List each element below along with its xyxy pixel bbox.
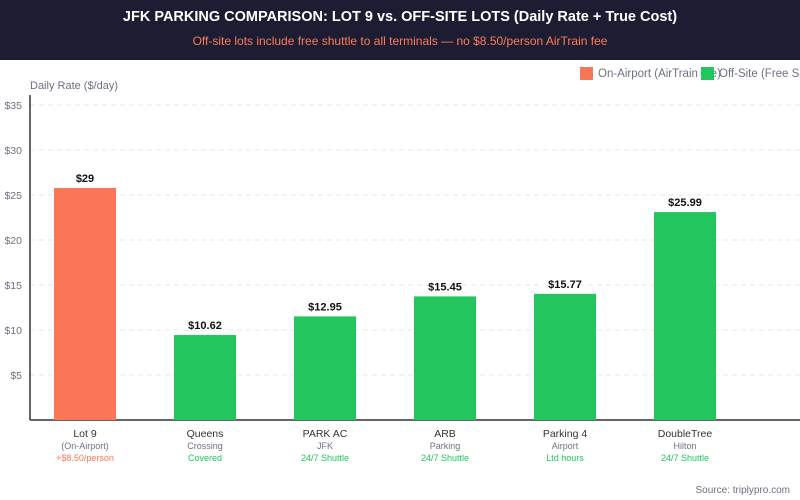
x-tick-label: Lot 9 [73,428,97,440]
x-tick-label: DoubleTree [658,428,713,440]
x-tick-sublabel: Hilton [673,441,696,451]
x-tick-label: ARB [434,428,456,440]
bar [294,316,356,420]
x-tick-label: Parking 4 [543,428,588,440]
x-tick-note: 24/7 Shuttle [301,453,349,463]
legend-item-on-airport: On-Airport (AirTrain fee) [580,67,721,80]
y-tick-label: $15 [4,280,22,292]
y-tick-label: $20 [4,235,22,247]
chart-header: JFK PARKING COMPARISON: LOT 9 vs. OFF-SI… [0,0,800,60]
x-tick-note: +$8.50/person [56,453,114,463]
y-tick-label: $35 [4,100,22,112]
bar-value-label: $12.95 [308,301,342,313]
legend-item-off-site: Off-Site (Free Shuttle) [701,67,800,80]
x-tick-note: 24/7 Shuttle [421,453,469,463]
chart-subtitle: Off-site lots include free shuttle to al… [192,34,608,48]
x-tick-note: 24/7 Shuttle [661,453,709,463]
chart-title: JFK PARKING COMPARISON: LOT 9 vs. OFF-SI… [122,9,678,25]
y-tick-label: $10 [4,325,22,337]
bar-value-label: $15.45 [428,281,462,293]
y-axis-label: Daily Rate ($/day) [30,80,119,92]
x-tick-label: Queens [187,428,224,440]
x-tick-label: PARK AC [303,428,348,440]
legend-swatch [701,67,714,80]
bar-value-label: $10.62 [188,320,222,332]
bar [54,188,116,420]
x-tick-note: Ltd hours [546,453,584,463]
bar-value-label: $25.99 [668,197,702,209]
bar [534,293,596,420]
x-tick-sublabel: JFK [317,441,333,451]
x-tick-sublabel: (On-Airport) [61,441,109,451]
legend-label: Off-Site (Free Shuttle) [719,67,800,80]
bar-value-label: $15.77 [548,279,582,291]
bar-value-label: $29 [76,173,94,185]
bar [654,212,716,420]
source-note: Source: triplypro.com [695,485,790,496]
x-tick-sublabel: Airport [552,441,579,451]
y-tick-label: $5 [10,370,22,382]
y-tick-label: $30 [4,145,22,157]
legend-label: On-Airport (AirTrain fee) [598,67,721,80]
legend: On-Airport (AirTrain fee) Off-Site (Free… [580,67,800,85]
x-tick-sublabel: Parking [430,441,461,451]
bar [414,296,476,420]
x-tick-sublabel: Crossing [187,441,223,451]
bar [174,335,236,420]
y-tick-label: $25 [4,190,22,202]
legend-swatch [580,67,593,80]
x-tick-note: Covered [188,453,222,463]
